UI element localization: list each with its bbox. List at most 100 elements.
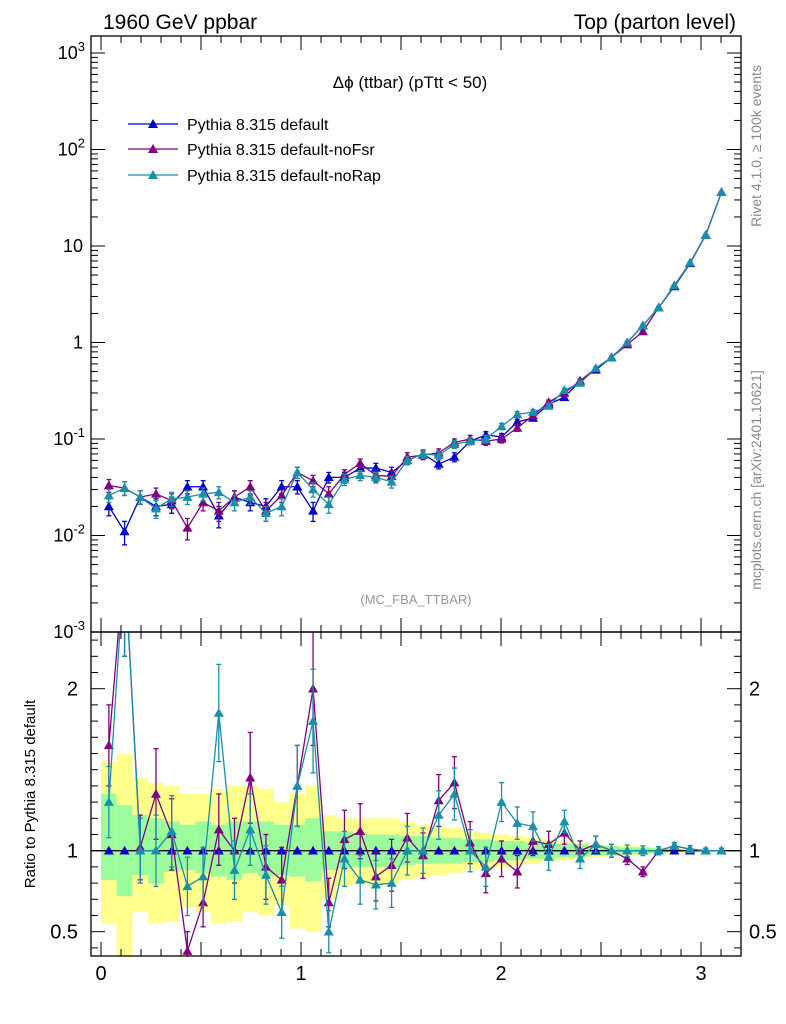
ratio-data-point [276,907,287,917]
main-data-point [480,433,491,443]
main-data-point [182,492,193,501]
main-data-point [166,493,177,503]
main-data-point [339,474,350,484]
ratio-data-point [606,845,617,855]
ratio-data-point [103,797,114,806]
ratio-data-point [308,716,319,725]
main-data-point [182,522,193,532]
legend-marker-default [148,119,158,128]
main-series-line [108,192,723,515]
main-data-point [103,480,114,490]
ratio-data-point [622,853,633,863]
main-data-point [386,476,397,486]
ratio-data-point [637,845,648,855]
main-data-point [512,417,523,426]
ratio-data-point [260,870,271,879]
main-data-point [229,497,240,507]
ratio-data-point [512,818,523,827]
main-data-point [402,455,413,465]
ratio-data-point [166,826,177,836]
main-data-point [449,452,460,461]
main-y-tick-label: 10-1 [53,425,85,449]
ratio-data-point [150,845,161,855]
header-right-label: Top (parton level) [574,11,736,34]
ratio-data-point [512,845,523,855]
ratio-data-point [292,845,303,855]
ratio-data-point [449,789,460,798]
main-data-point [575,378,586,387]
legend-label-default: Pythia 8.315 default [187,117,329,134]
main-data-point [198,497,209,507]
ratio-y-tick-label-right: 2 [749,679,760,701]
main-data-point [543,400,554,410]
ratio-data-point [245,772,256,782]
main-series-layer [103,187,727,546]
rivet-version-label: Rivet 4.1.0, ≥ 100k events [748,65,764,227]
main-data-point [433,450,444,459]
main-data-point [637,320,648,330]
ratio-data-point [527,821,538,831]
main-data-point [512,409,523,419]
main-data-point [370,472,381,482]
main-data-point [449,439,460,449]
main-y-tick-label: 102 [58,135,85,159]
ratio-data-point [229,865,240,874]
main-data-point [276,481,287,491]
main-data-point [465,436,476,445]
ratio-data-point [685,844,696,853]
main-data-point [150,488,161,498]
ratio-data-point [433,810,444,819]
main-y-tick-label: 10-2 [53,521,85,545]
ratio-data-point [103,845,114,855]
main-data-point [323,472,334,482]
ratio-data-point [213,708,224,717]
main-data-point [103,501,114,511]
ratio-data-point [119,845,130,855]
ratio-data-point [559,845,570,855]
legend-marker-nofsr [148,144,158,153]
main-data-point [685,257,696,267]
main-data-point [323,488,334,498]
ratio-data-point [669,845,680,855]
ratio-data-point [213,824,224,834]
ratio-y-tick-label-left: 2 [67,679,78,701]
ratio-data-point [496,853,507,863]
ratio-series-layer [103,632,727,956]
main-data-point [559,385,570,395]
ratio-data-point [355,874,366,884]
main-data-point [119,483,130,492]
main-data-point [433,459,444,468]
main-data-point [292,467,303,477]
ratio-data-point [512,866,523,876]
legend-label-norap: Pythia 8.315 default-noRap [187,168,381,185]
ratio-y-tick-label-right: 1 [749,841,760,863]
legend-marker-norap [148,170,158,179]
mcplots-reference-label: mcplots.cern.ch [arXiv:2401.10621] [748,370,764,589]
ratio-data-point [622,845,633,855]
main-data-point [308,505,319,515]
main-data-point [559,392,570,402]
main-data-point [135,492,146,501]
main-data-point [245,481,256,491]
x-tick-label: 1 [295,963,306,985]
main-data-point [653,302,664,312]
main-data-point [213,505,224,515]
ratio-y-tick-label-left: 1 [67,841,78,863]
ratio-data-point [198,871,209,881]
main-data-point [260,508,271,518]
ratio-axis-ticks: 0.5 0.5 1 1 2 2 0 1 2 3 [50,632,777,985]
ratio-data-point [323,926,334,936]
ratio-data-point [700,845,711,855]
x-tick-label: 2 [495,963,506,985]
main-data-point [590,363,601,373]
main-data-point [496,433,507,443]
ratio-data-point [465,845,476,855]
main-y-tick-label: 1 [73,332,83,352]
main-data-point [527,407,538,416]
main-data-point [119,526,130,536]
ratio-data-point [590,839,601,848]
main-data-point [622,337,633,347]
main-y-tick-label: 10 [63,236,83,256]
ratio-data-point [402,845,413,855]
